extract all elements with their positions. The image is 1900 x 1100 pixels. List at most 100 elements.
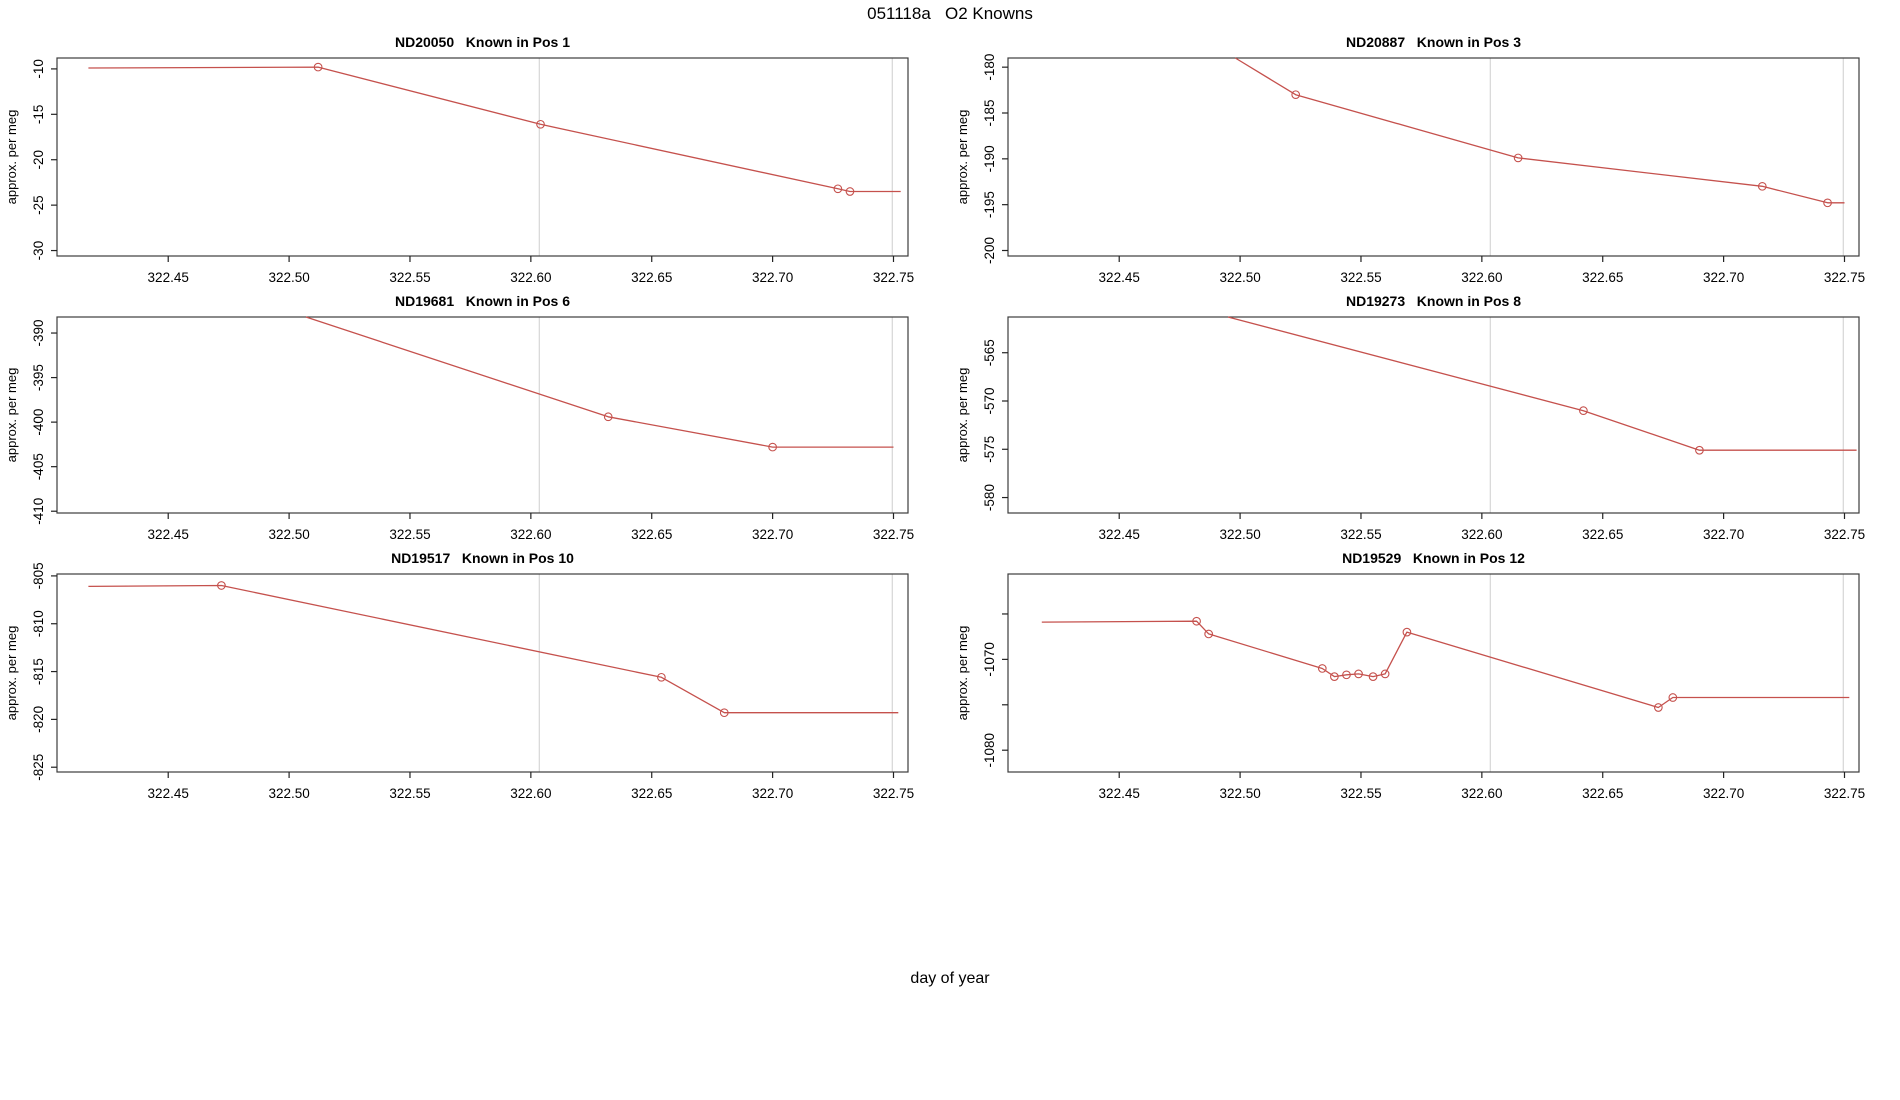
plot-box [56,573,909,773]
x-tick-label: 322.75 [1824,270,1865,285]
x-axis-label: day of year [910,970,990,987]
data-point-marker [1354,669,1363,679]
panel-title-nd20050: ND20050 Known in Pos 1 [394,34,571,50]
y-tick-label: -10 [31,59,46,79]
data-point-marker [313,62,323,72]
y-tick-label: -200 [982,237,997,264]
y-tick-label: -810 [31,610,46,637]
y-tick-label: -180 [982,54,997,81]
figure-title: 051118a O2 Knowns [867,4,1033,23]
series-line [1041,620,1850,709]
x-tick-label: 322.50 [268,527,309,542]
x-tick-label: 322.60 [1461,527,1502,542]
x-tick-label: 322.70 [1703,786,1744,801]
y-tick-label: -570 [982,387,997,414]
y-tick-label: -410 [31,498,46,525]
data-point-marker [536,119,545,129]
y-tick-label: -185 [982,99,997,126]
x-tick-label: 322.50 [1219,527,1260,542]
x-tick-label: 322.45 [148,270,189,285]
data-point-marker [1342,670,1351,680]
series-line [1234,57,1845,204]
x-tick-label: 322.55 [1340,786,1381,801]
x-tick-label: 322.65 [1582,786,1623,801]
x-tick-label: 322.55 [389,270,430,285]
panel-title-nd19529: ND19529 Known in Pos 12 [1342,550,1525,566]
data-point-marker [1317,664,1327,673]
x-tick-label: 322.60 [1461,786,1502,801]
x-tick-label: 322.65 [631,270,672,285]
plot-box [1007,57,1860,257]
x-tick-label: 322.70 [1703,270,1744,285]
y-tick-label: -825 [31,754,46,781]
x-tick-label: 322.60 [1461,270,1502,285]
y-tick-label: -390 [31,320,46,347]
data-point-marker [719,708,729,718]
plot-box [1007,573,1860,773]
x-tick-label: 322.50 [1219,786,1260,801]
x-tick-label: 322.75 [873,270,914,285]
series-line [88,66,901,193]
data-point-marker [845,187,855,196]
series-line [305,316,894,448]
y-axis-label: approx. per meg [4,625,19,721]
y-tick-label: -405 [31,453,46,480]
x-tick-label: 322.55 [1340,527,1381,542]
data-point-marker [1402,627,1412,637]
y-tick-label: -805 [31,562,46,589]
y-axis-label: approx. per meg [955,367,970,463]
x-tick-label: 322.45 [148,786,189,801]
x-tick-label: 322.75 [873,786,914,801]
data-point-marker [1668,693,1678,702]
data-point-marker [1579,406,1588,416]
x-tick-label: 322.60 [510,270,551,285]
x-tick-label: 322.70 [752,786,793,801]
y-tick-label: -580 [982,484,997,511]
series-line [1227,316,1857,451]
data-point-marker [1380,669,1390,679]
x-tick-label: 322.75 [1824,527,1865,542]
plot-box [56,57,909,257]
y-tick-label: -815 [31,658,46,685]
data-point-marker [1368,672,1378,681]
x-tick-label: 322.50 [268,786,309,801]
x-tick-label: 322.65 [1582,527,1623,542]
data-point-marker [657,672,666,682]
y-tick-label: -820 [31,706,46,733]
x-tick-label: 322.55 [389,527,430,542]
y-tick-label: -25 [31,195,46,215]
data-point-marker [603,412,613,422]
x-tick-label: 322.45 [1099,527,1140,542]
plot-box [56,316,909,514]
series-line [88,584,899,714]
x-tick-label: 322.65 [631,786,672,801]
data-point-marker [833,184,843,194]
data-point-marker [768,442,777,452]
x-tick-label: 322.45 [1099,786,1140,801]
x-tick-label: 322.70 [752,527,793,542]
x-tick-label: 322.70 [1703,527,1744,542]
x-tick-label: 322.70 [752,270,793,285]
data-point-marker [217,581,226,590]
data-point-marker [1330,672,1339,681]
plot-box [1007,316,1860,514]
y-tick-label: -15 [31,105,46,125]
y-tick-label: -1080 [982,733,997,768]
data-point-marker [1653,703,1663,712]
x-tick-label: 322.50 [268,270,309,285]
y-axis-label: approx. per meg [955,625,970,721]
y-tick-label: -1070 [982,642,997,677]
panel-title-nd19681: ND19681 Known in Pos 6 [394,293,571,309]
y-axis-label: approx. per meg [4,109,19,205]
y-tick-label: -575 [982,436,997,463]
y-tick-label: -400 [31,409,46,436]
x-tick-label: 322.45 [1099,270,1140,285]
y-axis-label: approx. per meg [4,367,19,463]
data-point-marker [1823,198,1832,208]
panel-title-nd19517: ND19517 Known in Pos 10 [391,550,574,566]
data-point-marker [1513,153,1523,163]
x-tick-label: 322.75 [1824,786,1865,801]
data-point-marker [1204,629,1214,639]
x-tick-label: 322.55 [1340,270,1381,285]
